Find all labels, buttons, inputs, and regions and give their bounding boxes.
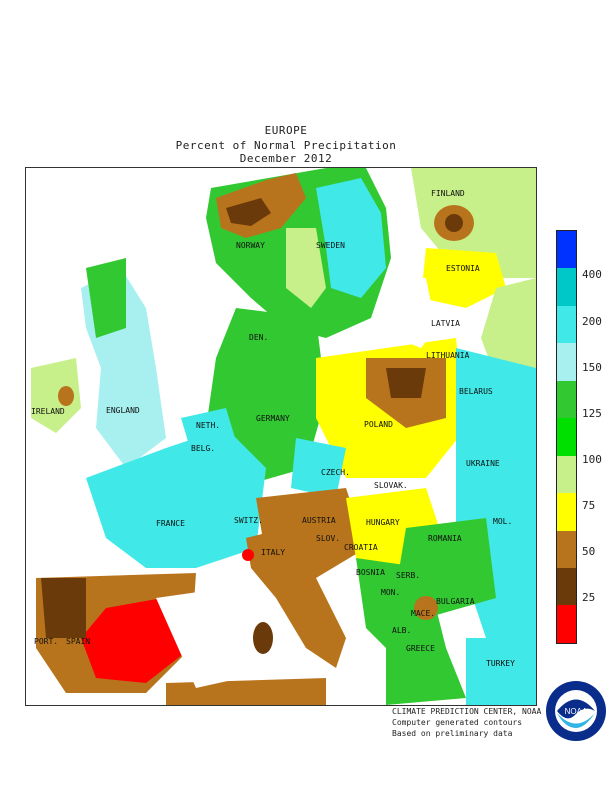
country-labels: NORWAY SWEDEN FINLAND ESTONIA LATVIA LITHUANI…: [31, 189, 515, 668]
country-label: MON.: [381, 588, 400, 597]
country-label: UKRAINE: [466, 459, 500, 468]
region-scotland: [86, 258, 126, 338]
country-label: SPAIN: [66, 637, 90, 646]
country-label: BELG.: [191, 444, 215, 453]
region-ireland-dry: [58, 386, 74, 406]
region-balkans: [356, 558, 446, 668]
credit-line-2: Computer generated contours: [392, 718, 523, 727]
country-label: GREECE: [406, 644, 435, 653]
region-italy-extreme: [242, 549, 254, 561]
country-label: NORWAY: [236, 241, 265, 250]
country-label: BULGARIA: [436, 597, 475, 606]
region-greece: [386, 638, 466, 705]
precipitation-map: NORWAY SWEDEN FINLAND ESTONIA LATVIA LITHUANI…: [25, 167, 537, 706]
country-label: CZECH.: [321, 468, 350, 477]
region-spain-extreme: [81, 593, 191, 683]
country-label: NETH.: [196, 421, 220, 430]
legend-swatch: [557, 567, 576, 606]
legend-tick-125: 125: [582, 407, 602, 420]
country-label: FINLAND: [431, 189, 465, 198]
legend-swatch: [557, 380, 576, 419]
country-label: ENGLAND: [106, 406, 140, 415]
region-ireland: [31, 358, 81, 433]
country-label: AUSTRIA: [302, 516, 336, 525]
country-label: MACE.: [411, 609, 435, 618]
region-portugal-verydry: [41, 578, 86, 638]
legend-tick-25: 25: [582, 591, 596, 604]
legend-tick-150: 150: [582, 361, 602, 374]
country-label: SERB.: [396, 571, 420, 580]
map-subtitle: Percent of Normal Precipitation: [175, 139, 397, 152]
region-finland-verydry: [445, 214, 463, 232]
region-turkey: [466, 638, 536, 705]
country-label: ALB.: [392, 626, 411, 635]
noaa-logo-text: NOAA: [565, 707, 588, 716]
noaa-logo: NOAA: [546, 681, 606, 741]
region-france: [86, 428, 266, 568]
legend-swatch: [557, 418, 576, 456]
region-estonia-latvia: [421, 248, 506, 308]
country-label: ESTONIA: [446, 264, 480, 273]
country-label: LITHUANIA: [426, 351, 470, 360]
country-label: CROATIA: [344, 543, 378, 552]
country-label: SLOV.: [316, 534, 340, 543]
region-sweden-normal: [286, 228, 326, 308]
legend-tick-400: 400: [582, 268, 602, 281]
legend-tick-50: 50: [582, 545, 596, 558]
region-sweden-wet: [316, 178, 386, 298]
country-label: LATVIA: [431, 319, 460, 328]
country-label: BELARUS: [459, 387, 493, 396]
map-svg: NORWAY SWEDEN FINLAND ESTONIA LATVIA LITHUANI…: [26, 168, 536, 705]
legend-swatch: [557, 455, 576, 494]
country-label: IRELAND: [31, 407, 65, 416]
region-poland-verydry: [386, 368, 426, 398]
country-label: ITALY: [261, 548, 285, 557]
region-benelux: [181, 408, 241, 468]
legend-tick-200: 200: [582, 315, 602, 328]
legend-swatch: [557, 268, 576, 306]
region-sardinia: [253, 622, 273, 654]
baltic-sea: [396, 278, 436, 348]
country-label: TURKEY: [486, 659, 515, 668]
map-date: December 2012: [239, 152, 333, 165]
region-macedonia-dry: [414, 596, 438, 620]
region-norway-verydry: [226, 198, 271, 226]
legend-tick-75: 75: [582, 499, 596, 512]
country-label: ROMANIA: [428, 534, 462, 543]
country-label: PORT.: [34, 637, 58, 646]
country-label: DEN.: [249, 333, 268, 342]
legend-swatch: [557, 530, 576, 568]
country-label: SWEDEN: [316, 241, 345, 250]
country-label: SLOVAK.: [374, 481, 408, 490]
mediterranean-sea: [156, 588, 241, 688]
region-czech: [291, 438, 346, 498]
country-label: SWITZ.: [234, 516, 263, 525]
legend-swatch: [557, 605, 576, 643]
legend-swatch: [557, 305, 576, 344]
country-label: FRANCE: [156, 519, 185, 528]
legend-tick-100: 100: [582, 453, 602, 466]
legend-swatch: [557, 231, 576, 269]
credit-line-3: Based on preliminary data: [392, 729, 513, 738]
region-italy: [246, 528, 346, 668]
country-label: POLAND: [364, 420, 393, 429]
legend-swatch: [557, 493, 576, 531]
credit-line-1: CLIMATE PREDICTION CENTER, NOAA: [392, 707, 542, 716]
country-label: MOL.: [493, 517, 512, 526]
map-title: EUROPE: [264, 124, 308, 137]
country-label: BOSNIA: [356, 568, 385, 577]
legend-swatch: [557, 343, 576, 381]
noaa-wave-icon: [557, 713, 595, 728]
country-label: GERMANY: [256, 414, 290, 423]
region-east: [481, 278, 536, 378]
noaa-gull-icon: [557, 699, 595, 719]
country-label: HUNGARY: [366, 518, 400, 527]
color-scale-legend: [556, 230, 577, 644]
